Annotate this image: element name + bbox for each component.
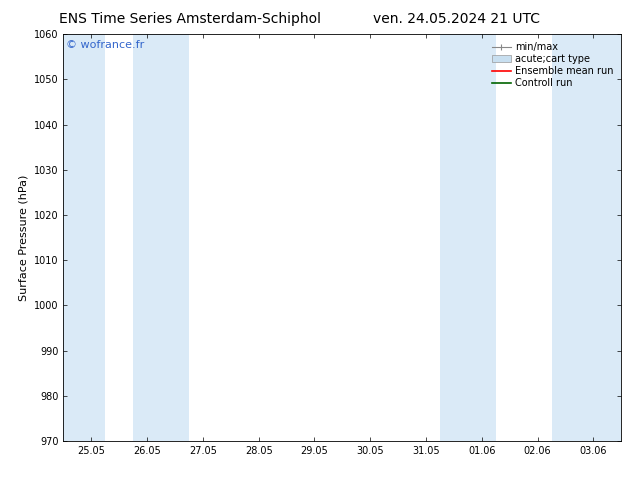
Bar bbox=[552, 34, 621, 441]
Text: © wofrance.fr: © wofrance.fr bbox=[66, 40, 145, 50]
Bar bbox=[133, 34, 189, 441]
Text: ENS Time Series Amsterdam-Schiphol: ENS Time Series Amsterdam-Schiphol bbox=[59, 12, 321, 26]
Y-axis label: Surface Pressure (hPa): Surface Pressure (hPa) bbox=[18, 174, 29, 301]
Bar bbox=[63, 34, 105, 441]
Text: ven. 24.05.2024 21 UTC: ven. 24.05.2024 21 UTC bbox=[373, 12, 540, 26]
Legend: min/max, acute;cart type, Ensemble mean run, Controll run: min/max, acute;cart type, Ensemble mean … bbox=[489, 39, 616, 91]
Bar bbox=[440, 34, 496, 441]
